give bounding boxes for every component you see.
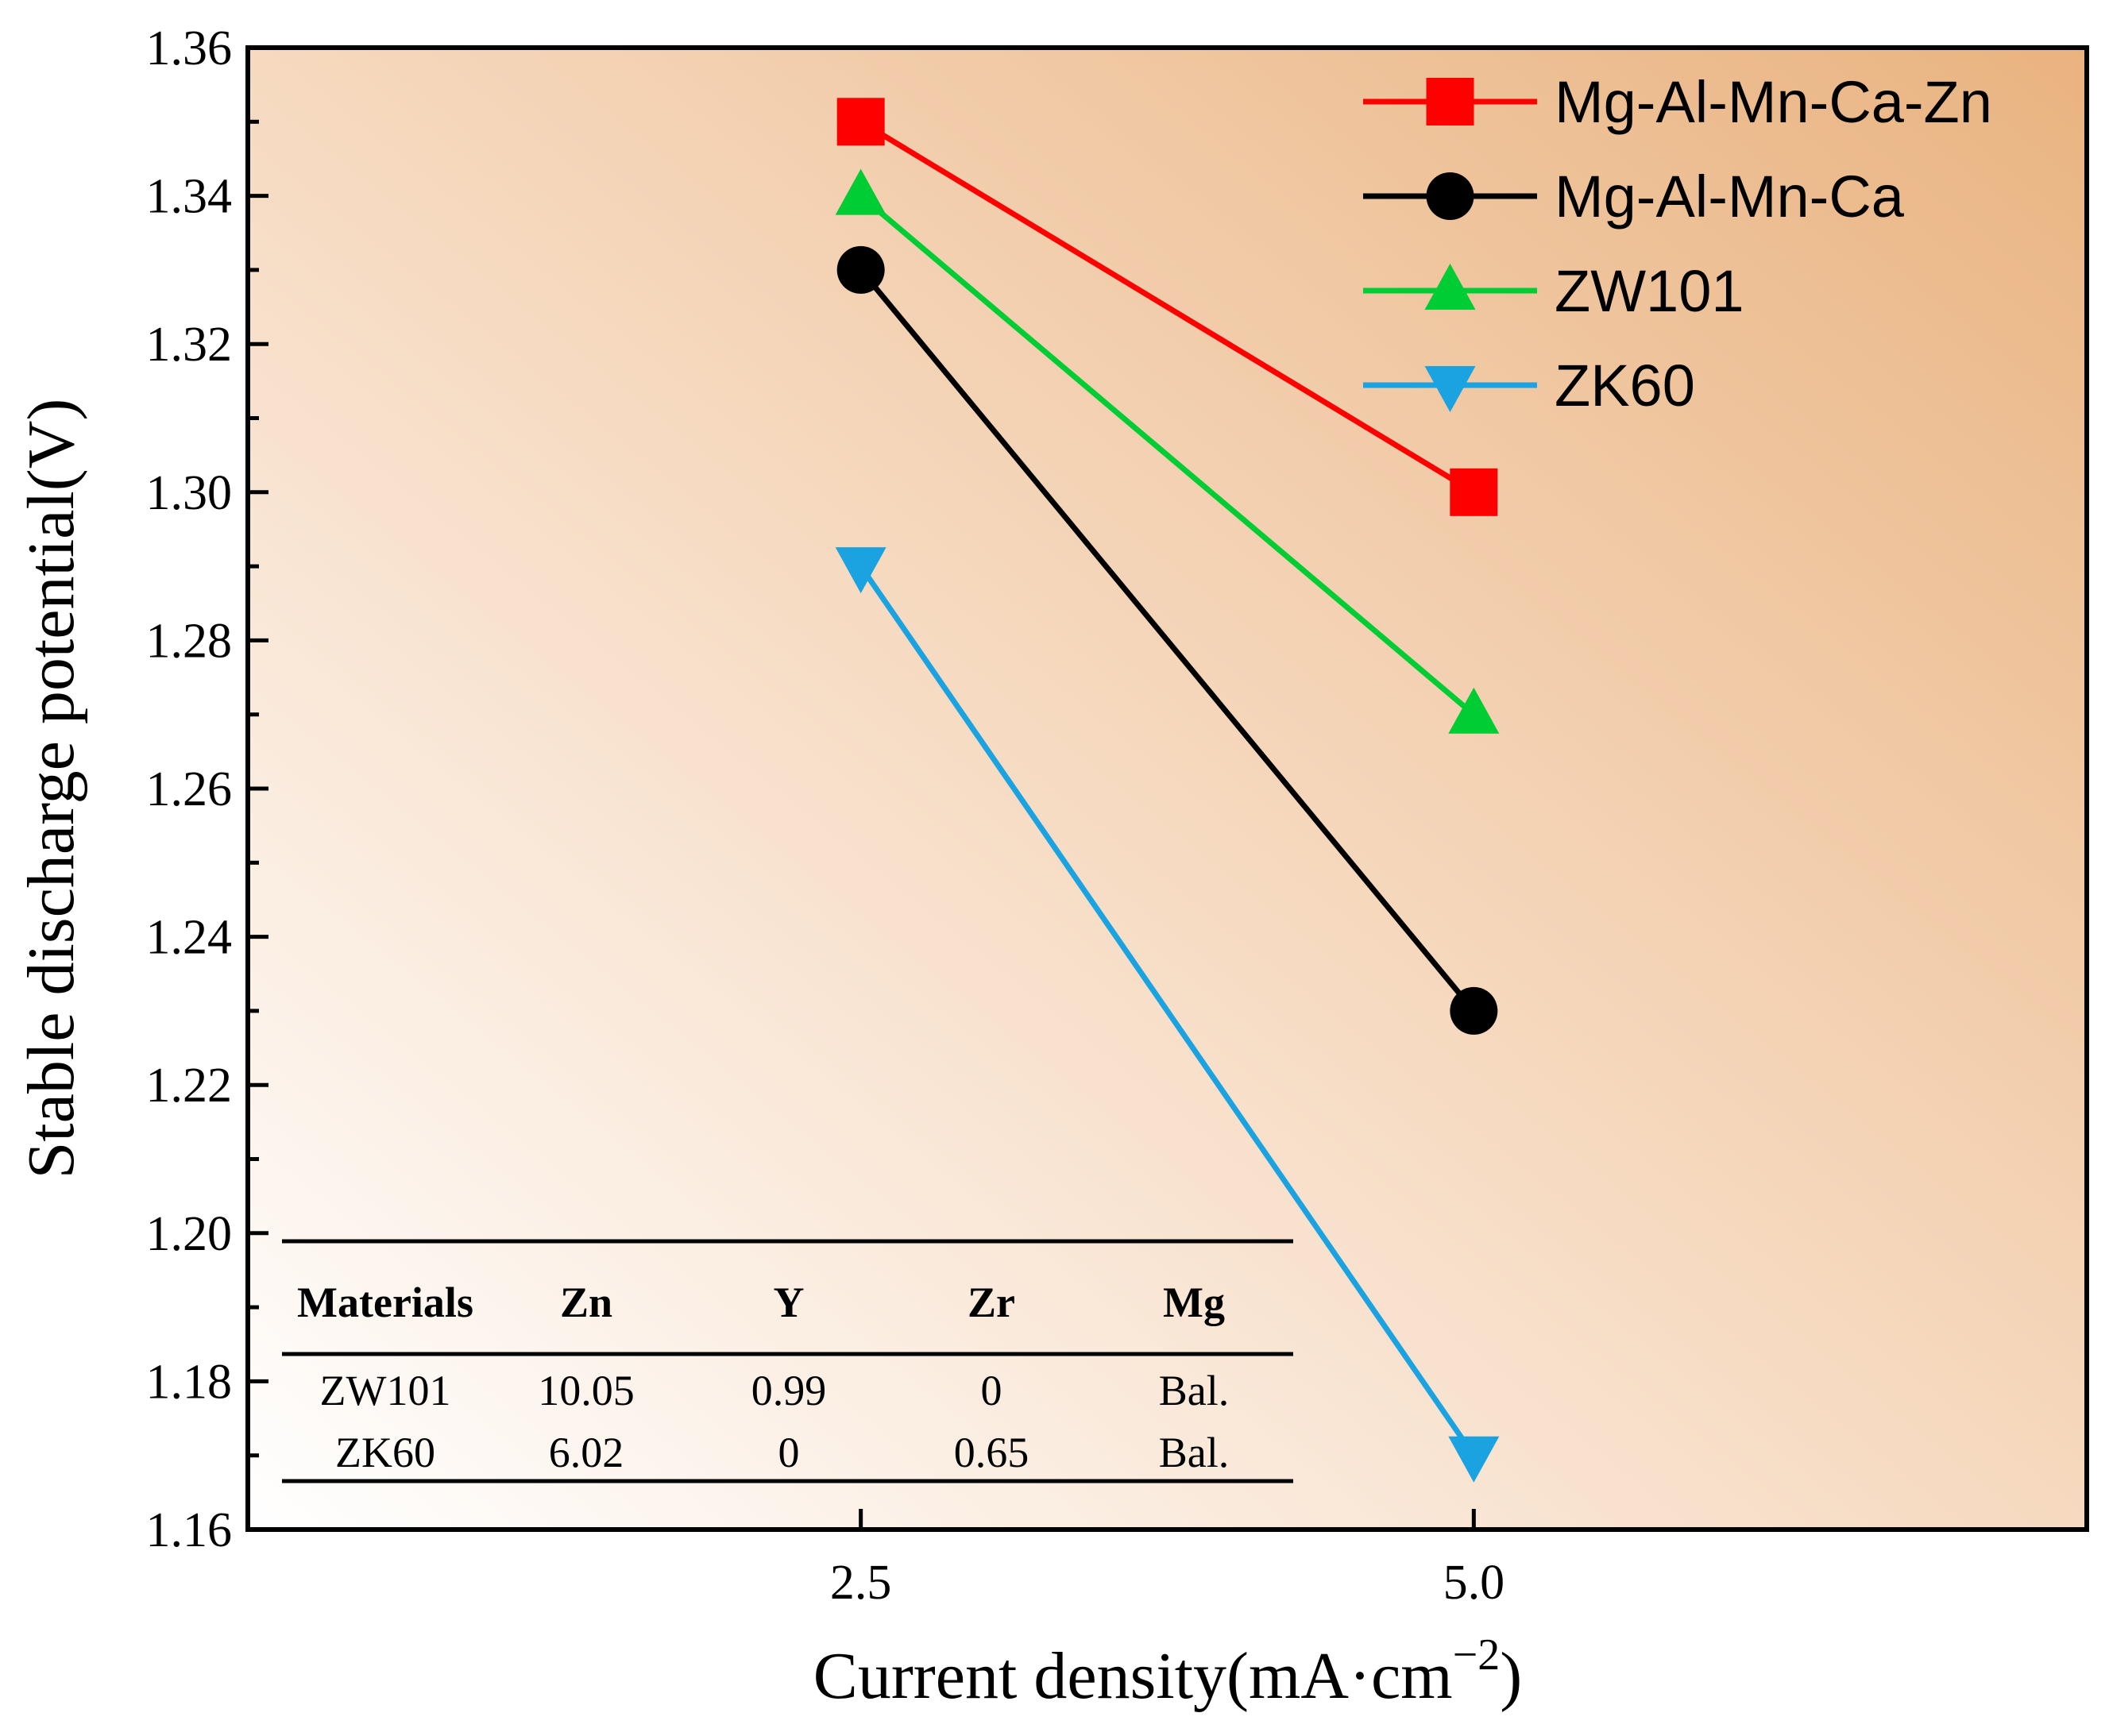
- inset-table-cell: Bal.: [1159, 1367, 1230, 1414]
- data-point-zk60: [835, 547, 886, 594]
- inset-table-cell: 0: [981, 1367, 1002, 1414]
- y-tick-label: 1.22: [146, 1059, 233, 1113]
- y-tick-label: 1.32: [146, 318, 233, 372]
- y-tick-label: 1.24: [146, 911, 233, 965]
- inset-table-cell: 0: [778, 1429, 800, 1476]
- x-tick-label: 2.5: [830, 1556, 892, 1610]
- data-point-zw101: [1448, 687, 1500, 734]
- inset-table-cell: Bal.: [1159, 1429, 1230, 1476]
- data-point-zw101: [835, 168, 886, 215]
- y-tick-label: 1.36: [146, 21, 233, 75]
- y-tick-label: 1.20: [146, 1207, 233, 1261]
- legend-label-mg-al-mn-ca-zn: Mg-Al-Mn-Ca-Zn: [1555, 69, 1992, 135]
- legend-marker-mg-al-mn-ca: [1426, 172, 1474, 220]
- y-tick-label: 1.34: [146, 170, 233, 224]
- x-axis-ticks: 2.5 5.0: [830, 1509, 1504, 1610]
- inset-table-cell: 0.65: [954, 1429, 1029, 1476]
- data-point-mg-al-mn-ca: [1450, 986, 1498, 1035]
- inset-table-cell: 10.05: [538, 1367, 635, 1414]
- inset-table: Materials Zn Y Zr Mg ZW101 10.05 0.99 0 Bal. ZK60 6…: [282, 1239, 1293, 1483]
- series-line-mg-al-mn-ca-zn: [859, 119, 1476, 495]
- inset-table-header: Materials: [297, 1279, 473, 1326]
- data-point-zk60: [1448, 1436, 1500, 1483]
- series-line-zk60: [858, 565, 1477, 1457]
- y-tick-label: 1.28: [146, 614, 233, 668]
- series-lines: [858, 119, 1477, 1457]
- inset-table-cell: 6.02: [549, 1429, 624, 1476]
- legend-label-zw101: ZW101: [1555, 258, 1744, 324]
- data-point-mg-al-mn-ca: [836, 245, 885, 294]
- data-point-mg-al-mn-ca-zn: [1450, 468, 1498, 516]
- legend-marker-zk60: [1424, 366, 1476, 412]
- plot-area: [248, 48, 2087, 1530]
- inset-table-cell: ZW101: [320, 1367, 451, 1414]
- y-tick-label: 1.26: [146, 762, 233, 816]
- x-tick-label: 5.0: [1443, 1556, 1505, 1610]
- x-axis-title-main: Current density(mA·cm: [813, 1639, 1453, 1713]
- legend-label-mg-al-mn-ca: Mg-Al-Mn-Ca: [1555, 164, 1905, 230]
- legend: Mg-Al-Mn-Ca-Zn Mg-Al-Mn-Ca ZW101 ZK60: [1363, 69, 1992, 419]
- inset-table-header: Zr: [968, 1279, 1015, 1326]
- y-axis-title: Stable discharge potential(V): [14, 399, 88, 1179]
- y-axis-ticks: 1.16 1.18 1.20 1.22 1.24 1.26 1.28 1.30 1.32 1.34…: [146, 21, 268, 1557]
- inset-table-header: Zn: [560, 1279, 612, 1326]
- legend-marker-mg-al-mn-ca-zn: [1426, 78, 1474, 125]
- series-line-mg-al-mn-ca: [858, 268, 1477, 1013]
- y-tick-label: 1.30: [146, 466, 233, 520]
- y-tick-label: 1.18: [146, 1355, 233, 1409]
- inset-table-cell: ZK60: [335, 1429, 435, 1476]
- y-tick-label: 1.16: [146, 1503, 233, 1557]
- x-axis-title-close: ): [1500, 1639, 1522, 1713]
- inset-table-cell: 0.99: [751, 1367, 827, 1414]
- x-axis-title-superscript: −2: [1453, 1630, 1501, 1680]
- data-point-mg-al-mn-ca-zn: [836, 98, 885, 146]
- legend-label-zk60: ZK60: [1555, 353, 1695, 419]
- plot-frame: [245, 45, 2089, 1532]
- series-line-zw101: [859, 193, 1476, 717]
- x-axis-title: Current density(mA·cm−2): [813, 1630, 1522, 1713]
- inset-table-header: Y: [774, 1279, 805, 1326]
- legend-marker-zw101: [1424, 264, 1476, 310]
- series-markers: [835, 98, 1500, 1483]
- inset-table-header: Mg: [1163, 1279, 1225, 1326]
